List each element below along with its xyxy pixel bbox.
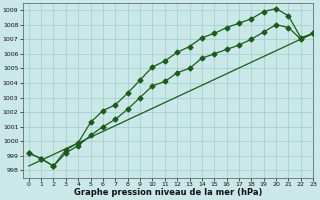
X-axis label: Graphe pression niveau de la mer (hPa): Graphe pression niveau de la mer (hPa) — [74, 188, 262, 197]
